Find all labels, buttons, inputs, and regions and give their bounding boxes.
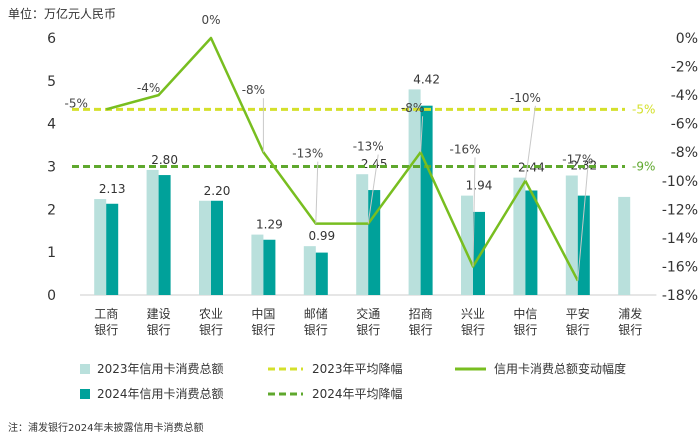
category-label: 中国银行	[251, 306, 275, 337]
bar-2023	[356, 174, 369, 295]
right-tick-label: -8%	[671, 145, 698, 161]
bar-2024	[211, 200, 223, 295]
change-leader-line	[315, 161, 319, 224]
unit-label: 单位：万亿元人民币	[8, 6, 116, 21]
bar-2024-label: 2.20	[204, 184, 231, 198]
bar-2024	[577, 195, 590, 295]
category-labels: 工商银行 建设银行 农业银行 中国银行 邮储银行 交通银行 招商银行 兴业银行 中信银行 平安银行…	[94, 306, 642, 337]
bar-2023	[146, 169, 159, 295]
legend: 2023年信用卡消费总额 2024年信用卡消费总额 2023年平均降幅 2024年平均…	[80, 361, 626, 401]
bar-2024	[315, 252, 328, 295]
bar-2024	[106, 203, 119, 295]
change-label: -13%	[353, 140, 384, 154]
right-tick-label: -2%	[671, 60, 698, 76]
change-leader-line	[420, 116, 424, 153]
left-tick-label: 2	[47, 202, 56, 218]
change-label: -13%	[292, 147, 323, 161]
right-tick-label: -6%	[671, 117, 698, 133]
change-label: -4%	[137, 81, 160, 95]
legend-label: 2023年信用卡消费总额	[97, 362, 224, 376]
change-label: -16%	[449, 142, 480, 156]
left-tick-label: 4	[47, 117, 56, 133]
footnote: 注：浦发银行2024年未披露信用卡消费总额	[8, 421, 203, 434]
right-tick-label: -18%	[662, 288, 698, 304]
category-label: 交通银行	[356, 306, 380, 337]
category-label: 兴业银行	[461, 307, 485, 337]
reference-line-label: -9%	[632, 160, 655, 174]
change-leader-line	[367, 154, 379, 224]
bar-2024-label: 2.80	[151, 153, 178, 167]
bar-group: 2.132.802.201.290.992.454.421.942.442.32	[94, 72, 631, 296]
right-tick-label: -10%	[662, 174, 698, 190]
category-label: 浦发银行	[618, 306, 642, 337]
bar-2024	[263, 239, 276, 295]
category-label: 招商银行	[409, 306, 433, 337]
legend-label: 2024年信用卡消费总额	[97, 387, 224, 401]
change-label: 0%	[201, 13, 220, 27]
category-label: 平安银行	[566, 306, 590, 337]
legend-label: 2024年平均降幅	[312, 386, 403, 401]
change-label: -5%	[65, 96, 88, 110]
reference-lines: -5% -9%	[72, 102, 655, 174]
change-line-path	[105, 36, 579, 282]
bar-2023	[303, 246, 316, 295]
change-label: -8%	[242, 83, 265, 97]
bar-2024-label: 2.44	[518, 161, 545, 175]
right-tick-label: -16%	[662, 259, 698, 275]
bar-2023	[461, 195, 473, 295]
bar-2023	[408, 89, 421, 296]
bar-2023	[251, 234, 264, 295]
right-tick-label: -4%	[671, 88, 698, 104]
right-axis: 0% -2% -4% -6% -8% -10% -12% -14% -16% -18%	[662, 31, 698, 304]
legend-label: 信用卡消费总额变动幅度	[494, 361, 626, 376]
right-tick-label: -14%	[662, 231, 698, 247]
bar-2023	[94, 199, 107, 295]
right-tick-label: -12%	[662, 202, 698, 218]
category-label: 农业银行	[199, 307, 223, 337]
legend-swatch-2024	[80, 389, 90, 399]
left-tick-label: 5	[47, 74, 56, 90]
category-label: 中信银行	[513, 306, 537, 337]
bar-2024-label: 2.45	[361, 157, 388, 171]
left-axis: 0 1 2 3 4 5 6	[47, 31, 657, 304]
change-leader-line	[577, 167, 589, 281]
category-label: 邮储银行	[304, 306, 328, 337]
change-leader-line	[472, 157, 476, 267]
change-label: -10%	[510, 91, 541, 105]
bar-2023	[513, 177, 526, 295]
bar-2024-label: 2.13	[99, 182, 126, 196]
left-tick-label: 0	[47, 288, 56, 304]
bar-2024-label: 1.94	[466, 179, 493, 193]
bar-2024	[525, 190, 538, 295]
left-tick-label: 3	[47, 160, 56, 176]
bar-2024	[158, 175, 171, 295]
bar-2024	[473, 211, 485, 295]
category-label: 建设银行	[147, 307, 171, 337]
category-label: 工商银行	[94, 306, 118, 337]
change-line: -5% -4% 0% -8% -13% -13% -8% -16% -10% -17%	[65, 13, 593, 282]
legend-swatch-2023	[80, 364, 90, 374]
reference-line-label: -5%	[632, 102, 655, 116]
legend-label: 2023年平均降幅	[312, 361, 403, 376]
right-tick-label: 0%	[676, 31, 698, 47]
bar-2024-label: 0.99	[308, 229, 335, 243]
bar-2023	[618, 196, 631, 295]
bar-2024	[368, 190, 381, 295]
change-label: -17%	[562, 153, 593, 167]
left-tick-label: 1	[47, 245, 56, 261]
bar-2024-label: 4.42	[413, 72, 440, 86]
bar-2024	[420, 105, 433, 295]
bar-2024-label: 1.29	[256, 218, 283, 232]
bar-2023	[199, 200, 211, 295]
change-label: -8%	[401, 101, 424, 115]
left-tick-label: 6	[47, 31, 56, 47]
change-leader-line	[524, 105, 536, 181]
